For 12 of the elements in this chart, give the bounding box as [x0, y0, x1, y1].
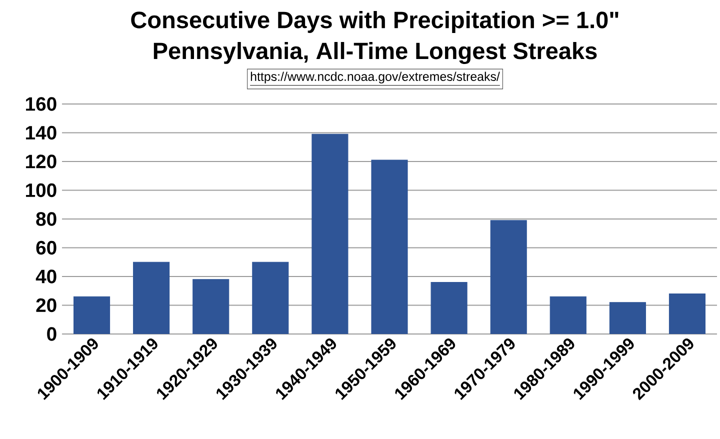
text: https://www.ncdc.noaa.gov/extremes/streaks/: [250, 72, 500, 84]
y-tick-label: 100: [26, 183, 56, 198]
chart-title: Consecutive Days with Precipitation >= 1.0": [131, 11, 618, 33]
y-tick-label: 140: [26, 126, 56, 140]
y-tick-label: 80: [36, 212, 56, 226]
y-tick-label: 40: [36, 270, 56, 284]
y-tick-label: 60: [36, 240, 56, 255]
y-tick-label: 0: [47, 327, 56, 341]
y-tick-label: 20: [36, 298, 56, 312]
chart-subtitle: Pennsylvania, All-Time Longest Streaks: [154, 42, 597, 64]
y-tick-label: 160: [26, 97, 56, 111]
y-tick-label: 120: [26, 154, 56, 168]
